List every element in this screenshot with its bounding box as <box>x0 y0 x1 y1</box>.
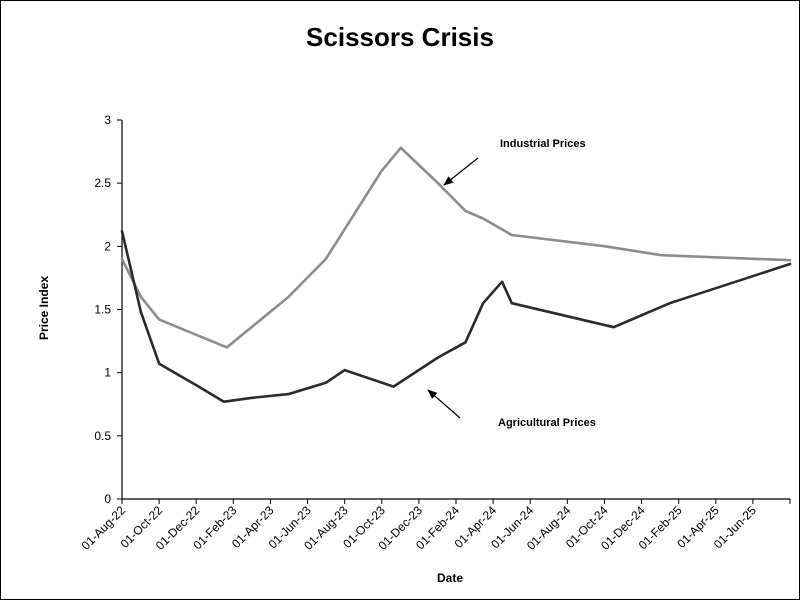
annotation-arrow <box>443 157 479 186</box>
x-axis-label: Date <box>437 571 463 585</box>
y-tick-label: 0.5 <box>94 429 111 443</box>
y-tick-label: 1.5 <box>94 303 111 317</box>
series-line-industrial <box>120 146 792 349</box>
x-axis: 01-Aug-2201-Oct-2201-Dec-2201-Feb-2301-A… <box>79 498 791 553</box>
series-layer <box>120 146 792 403</box>
chart-title: Scissors Crisis <box>306 22 494 52</box>
y-axis-label: Price Index <box>37 276 51 340</box>
y-tick-label: 0 <box>104 492 111 506</box>
y-tick-label: 1 <box>104 366 111 380</box>
annotation-label: Industrial Prices <box>500 138 586 150</box>
annotation-layer: Industrial Prices Agricultural Prices <box>427 138 596 429</box>
y-axis: 0 0.5 1 1.5 2 2.5 3 <box>94 113 123 506</box>
series-line-agricultural <box>120 229 792 403</box>
annotation-label: Agricultural Prices <box>498 417 596 429</box>
y-tick-label: 3 <box>104 113 111 127</box>
annotation-arrow <box>427 389 461 419</box>
y-tick-label: 2 <box>104 239 111 253</box>
y-tick-label: 2.5 <box>94 176 111 190</box>
